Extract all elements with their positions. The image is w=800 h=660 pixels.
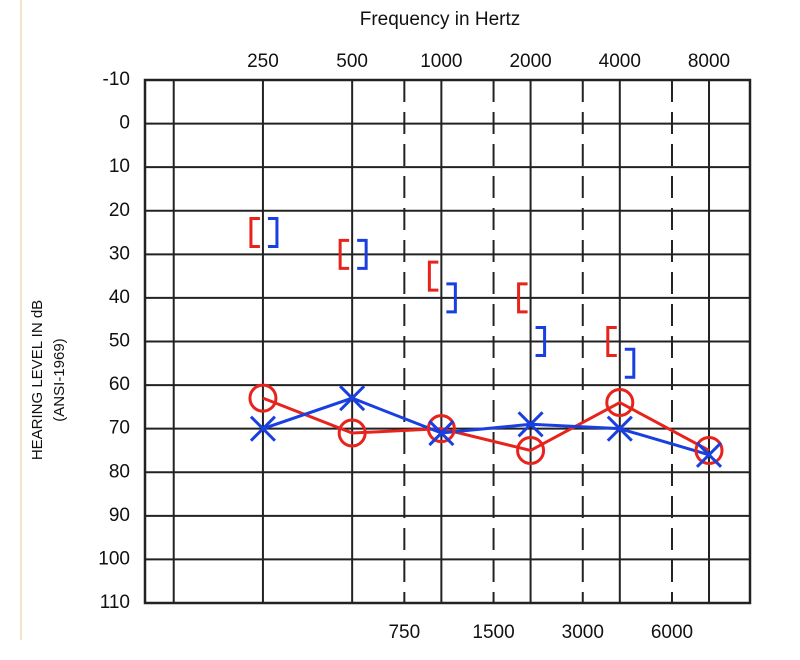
x-minor-tick-label: 750	[388, 622, 420, 643]
marker-left-bracket	[249, 217, 260, 249]
marker-right-bracket	[446, 282, 457, 314]
marker-right-bracket	[624, 347, 636, 379]
y-tick-label: 0	[119, 113, 130, 134]
y-tick-label: 70	[109, 418, 130, 439]
y-tick-label: 50	[109, 331, 130, 352]
marker-circle	[605, 388, 635, 418]
marker-circle	[337, 418, 367, 448]
y-tick-label: 80	[109, 461, 130, 482]
y-axis-label: HEARING LEVEL IN dB	[29, 300, 46, 460]
marker-left-bracket	[517, 282, 528, 314]
plot-border	[143, 78, 752, 605]
y-tick-label: 20	[109, 200, 130, 221]
marker-circle	[426, 414, 456, 444]
y-axis-label: (ANSI-1969)	[51, 338, 68, 421]
marker-right-bracket	[357, 238, 368, 270]
marker-x	[517, 411, 544, 438]
marker-circle	[694, 435, 724, 465]
marker-right-bracket	[267, 217, 279, 249]
y-tick-label: 110	[100, 592, 130, 613]
x-tick-label: 250	[247, 51, 279, 72]
y-tick-label: -10	[103, 69, 130, 90]
x-minor-tick-label: 3000	[562, 622, 604, 643]
marker-x	[428, 419, 455, 447]
x-tick-label: 8000	[688, 51, 730, 72]
series-line	[262, 396, 710, 453]
marker-x	[606, 415, 633, 442]
marker-x	[695, 441, 723, 468]
marker-right-bracket	[535, 326, 547, 357]
x-tick-label: 2000	[509, 51, 551, 72]
y-tick-label: 60	[109, 374, 130, 395]
marker-circle	[516, 435, 546, 465]
x-tick-label: 4000	[599, 51, 641, 72]
series-line	[262, 396, 710, 457]
marker-left-bracket	[606, 326, 617, 357]
y-tick-label: 90	[109, 505, 130, 526]
marker-left-bracket	[338, 238, 350, 270]
marker-circle	[248, 383, 278, 413]
y-tick-label: 100	[98, 548, 130, 569]
y-tick-label: 40	[109, 287, 130, 308]
marker-x	[339, 385, 366, 412]
x-minor-tick-label: 1500	[472, 622, 514, 643]
x-tick-label: 500	[336, 51, 368, 72]
x-minor-tick-label: 6000	[651, 622, 693, 643]
x-tick-label: 1000	[420, 51, 462, 72]
y-tick-label: 10	[109, 156, 130, 177]
marker-x	[249, 415, 276, 442]
marker-left-bracket	[427, 260, 439, 292]
y-tick-label: 30	[109, 243, 130, 264]
chart-title: Frequency in Hertz	[360, 9, 521, 30]
